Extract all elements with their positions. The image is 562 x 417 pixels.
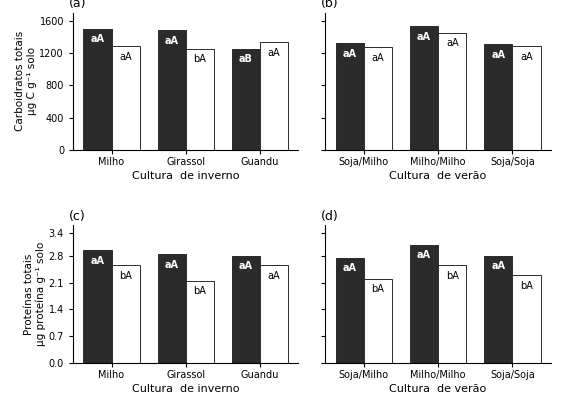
- X-axis label: Cultura  de verão: Cultura de verão: [389, 171, 487, 181]
- Text: aA: aA: [491, 261, 505, 271]
- Text: aA: aA: [520, 52, 533, 62]
- Text: bA: bA: [193, 54, 206, 64]
- Text: aA: aA: [90, 34, 105, 44]
- Text: aA: aA: [491, 50, 505, 60]
- Text: aA: aA: [119, 52, 132, 62]
- Text: aA: aA: [343, 264, 357, 274]
- Text: aA: aA: [446, 38, 459, 48]
- Text: aA: aA: [268, 271, 280, 281]
- Bar: [438, 33, 466, 150]
- X-axis label: Cultura  de verão: Cultura de verão: [389, 384, 487, 394]
- Bar: [260, 43, 288, 150]
- Bar: [364, 279, 392, 363]
- Text: bA: bA: [371, 284, 384, 294]
- Bar: [157, 254, 185, 363]
- Text: (c): (c): [69, 210, 85, 223]
- Bar: [410, 244, 438, 363]
- Text: bA: bA: [446, 271, 459, 281]
- Y-axis label: Proteínas totais
µg proteína g⁻¹ solo: Proteínas totais µg proteína g⁻¹ solo: [24, 242, 46, 346]
- Bar: [185, 281, 214, 363]
- Text: aA: aA: [417, 32, 431, 42]
- Bar: [83, 250, 111, 363]
- Bar: [336, 258, 364, 363]
- Text: aB: aB: [239, 54, 253, 64]
- Text: aA: aA: [239, 261, 253, 271]
- Bar: [513, 275, 541, 363]
- Bar: [185, 49, 214, 150]
- Text: bA: bA: [520, 281, 533, 291]
- Text: bA: bA: [119, 271, 132, 281]
- Text: (b): (b): [321, 0, 338, 10]
- X-axis label: Cultura  de inverno: Cultura de inverno: [132, 384, 239, 394]
- Text: aA: aA: [165, 36, 179, 46]
- Text: aA: aA: [343, 49, 357, 59]
- Text: aA: aA: [371, 53, 384, 63]
- Bar: [232, 256, 260, 363]
- Text: aA: aA: [165, 259, 179, 269]
- Bar: [232, 49, 260, 150]
- X-axis label: Cultura  de inverno: Cultura de inverno: [132, 171, 239, 181]
- Bar: [484, 44, 513, 150]
- Bar: [336, 43, 364, 150]
- Bar: [484, 256, 513, 363]
- Bar: [111, 266, 140, 363]
- Text: aA: aA: [268, 48, 280, 58]
- Text: (a): (a): [69, 0, 86, 10]
- Bar: [157, 30, 185, 150]
- Bar: [438, 266, 466, 363]
- Bar: [260, 266, 288, 363]
- Text: (d): (d): [321, 210, 339, 223]
- Text: bA: bA: [193, 286, 206, 296]
- Bar: [410, 26, 438, 150]
- Bar: [111, 46, 140, 150]
- Bar: [513, 46, 541, 150]
- Bar: [364, 47, 392, 150]
- Y-axis label: Carboidratos totais
µg C g⁻¹ solo: Carboidratos totais µg C g⁻¹ solo: [15, 31, 37, 131]
- Text: aA: aA: [417, 250, 431, 260]
- Bar: [83, 29, 111, 150]
- Text: aA: aA: [90, 256, 105, 266]
